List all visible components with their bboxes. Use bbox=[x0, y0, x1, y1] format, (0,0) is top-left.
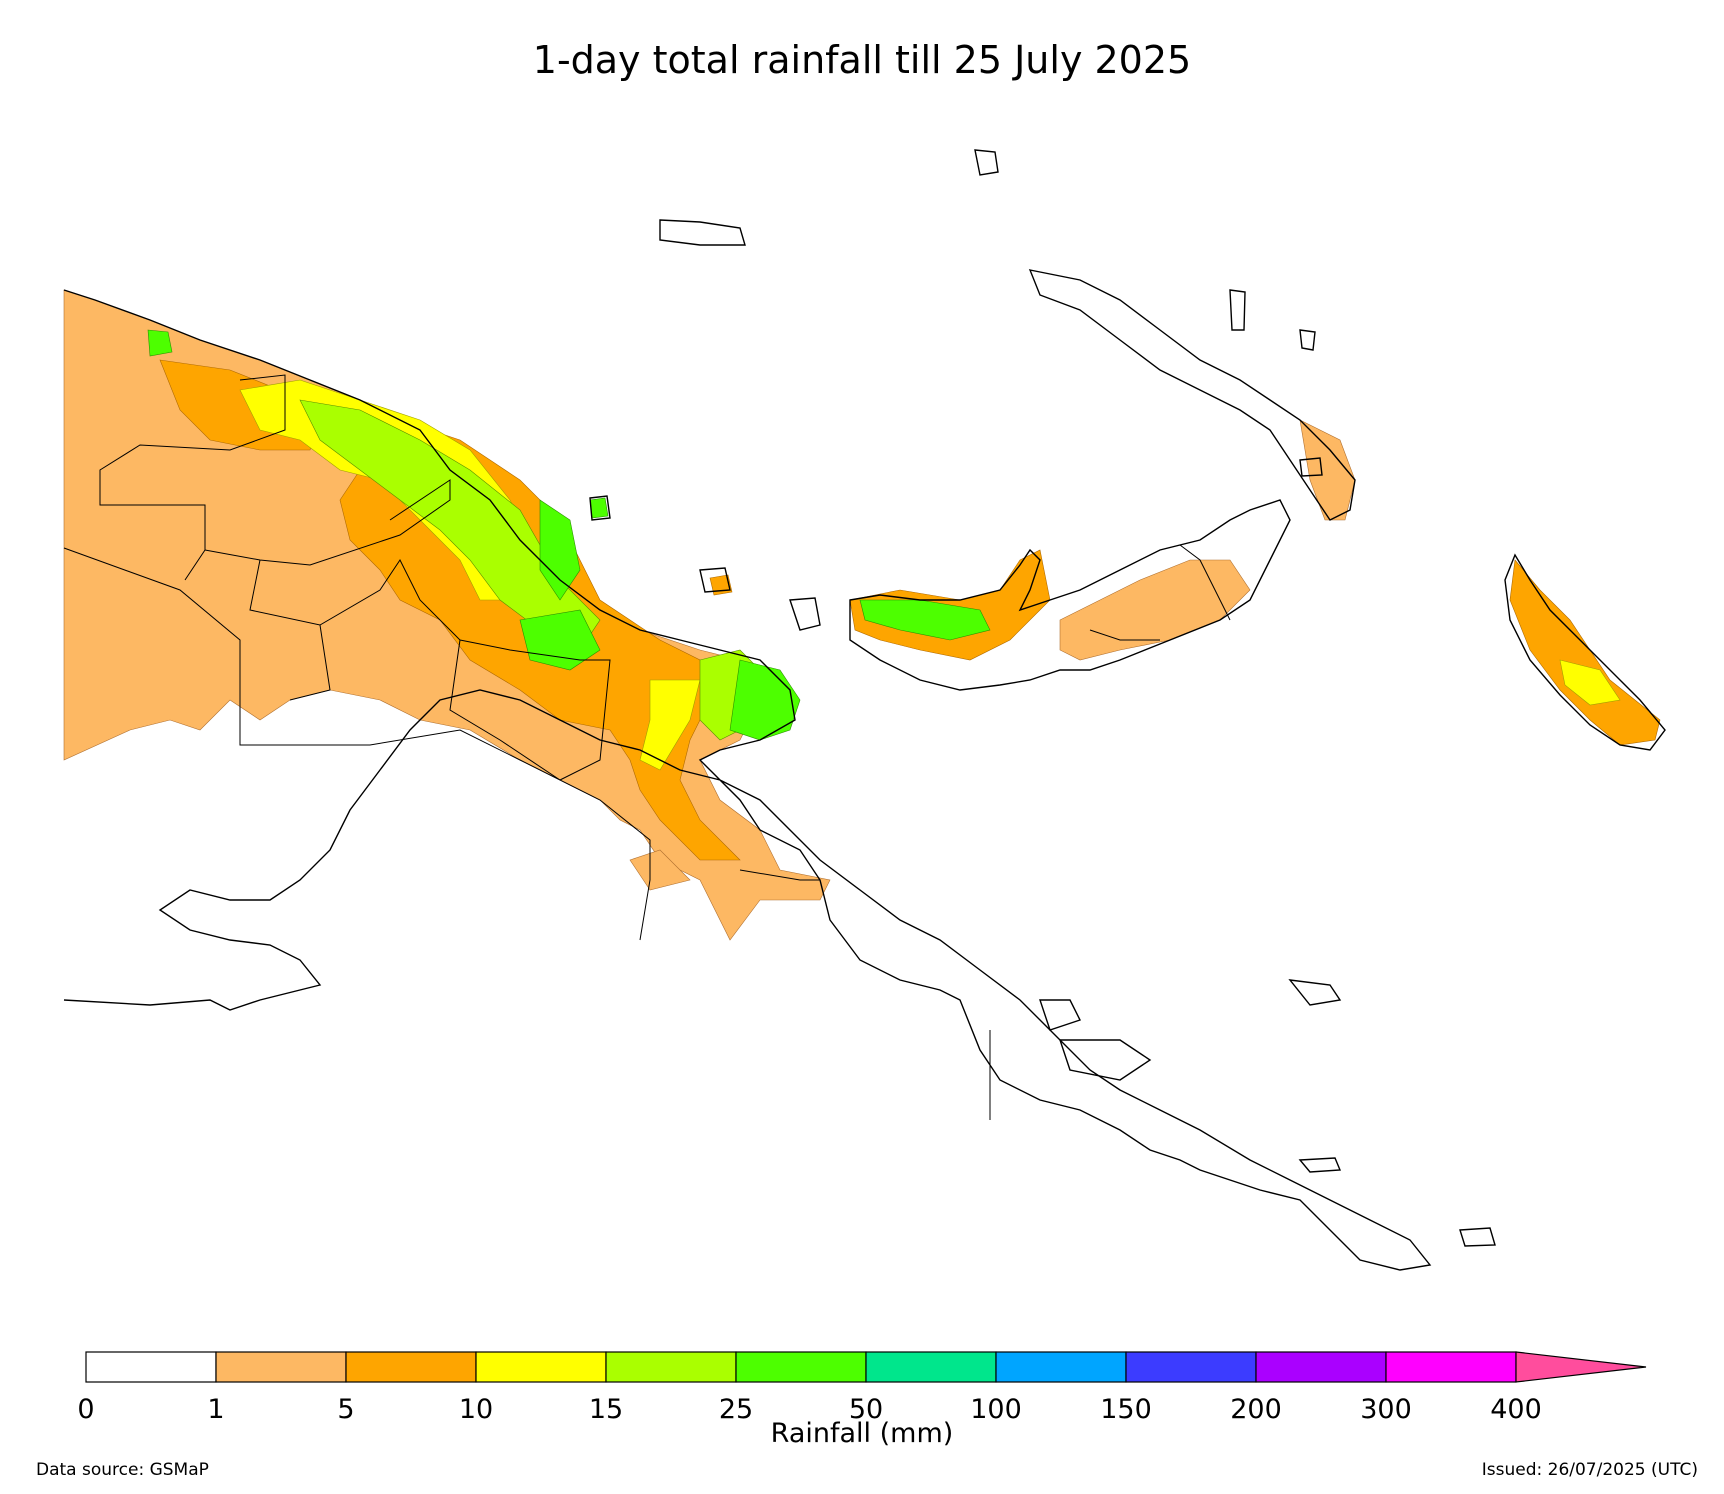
boundary-1 bbox=[99, 374, 286, 581]
coastline-new-hanover bbox=[974, 149, 999, 176]
coastline-island-10 bbox=[1229, 289, 1246, 331]
colorbar-tick-label: 5 bbox=[337, 1394, 354, 1425]
boundary-4 bbox=[249, 559, 561, 781]
coastline-new-britain bbox=[849, 499, 1291, 691]
boundary-2 bbox=[63, 547, 651, 941]
colorbar-segment bbox=[215, 1351, 347, 1383]
rain-area-new-britain-green bbox=[859, 599, 991, 641]
rain-area-new-britain-east bbox=[1059, 559, 1251, 661]
colorbar-tick-label: 150 bbox=[1100, 1394, 1152, 1425]
coastline-manus bbox=[659, 219, 746, 246]
province-boundaries bbox=[63, 374, 1231, 1120]
colorbar-segment bbox=[1125, 1351, 1257, 1383]
colorbar-tick-label: 10 bbox=[459, 1394, 493, 1425]
data-source-text: Data source: GSMaP bbox=[36, 1460, 209, 1480]
boundary-6 bbox=[289, 624, 331, 701]
coastline-mainland bbox=[63, 289, 1432, 1271]
colorbar-segment bbox=[1385, 1351, 1517, 1383]
colorbar-tick-label: 50 bbox=[849, 1394, 883, 1425]
coastline-island-3 bbox=[589, 495, 611, 521]
rain-area-new-ireland bbox=[1299, 419, 1356, 521]
colorbar-label: Rainfall (mm) bbox=[770, 1418, 954, 1449]
coastline-island-4 bbox=[1039, 999, 1081, 1031]
rainfall-shading bbox=[63, 289, 1661, 941]
rain-area-25-50mm bbox=[539, 499, 581, 601]
rain-area-bougainville-yellow bbox=[1559, 659, 1621, 706]
colorbar-tick-label: 0 bbox=[77, 1394, 94, 1425]
colorbar-tick-label: 15 bbox=[589, 1394, 623, 1425]
colorbar-segment bbox=[1255, 1351, 1387, 1383]
colorbar-ticks: 0 1 5 10 15 25 50 100 150 200 300 400 bbox=[77, 1394, 1541, 1425]
coastline-island-7 bbox=[1298, 1157, 1342, 1173]
colorbar-tick-label: 200 bbox=[1230, 1394, 1282, 1425]
colorbar-tick-label: 25 bbox=[719, 1394, 753, 1425]
coastline-island-2 bbox=[699, 567, 731, 593]
colorbar-tick-label: 400 bbox=[1490, 1394, 1542, 1425]
colorbar-segment bbox=[995, 1351, 1127, 1383]
boundary-7 bbox=[739, 869, 820, 881]
boundary-10 bbox=[1179, 544, 1231, 621]
colorbar-extend-arrow bbox=[1515, 1351, 1647, 1383]
coastline-island-11 bbox=[1299, 329, 1316, 351]
boundary-9 bbox=[1089, 629, 1160, 641]
coastline-island-6 bbox=[1288, 979, 1342, 1006]
issued-date-text: Issued: 26/07/2025 (UTC) bbox=[1481, 1460, 1698, 1480]
coastline-island-9 bbox=[1299, 457, 1323, 477]
colorbar-segments bbox=[85, 1351, 1647, 1383]
coastlines bbox=[63, 149, 1666, 1271]
colorbar-segment bbox=[345, 1351, 477, 1383]
rain-area-25-50mm-east bbox=[729, 659, 801, 741]
colorbar-tick-label: 1 bbox=[207, 1394, 224, 1425]
boundary-5 bbox=[459, 639, 611, 781]
colorbar-tick-label: 100 bbox=[970, 1394, 1022, 1425]
coastline-island-8 bbox=[1459, 1227, 1496, 1247]
colorbar-segment bbox=[735, 1351, 867, 1383]
colorbar-segment bbox=[85, 1351, 217, 1383]
map-title: 1-day total rainfall till 25 July 2025 bbox=[532, 38, 1192, 82]
colorbar-tick-label: 300 bbox=[1360, 1394, 1412, 1425]
coastline-island-1 bbox=[789, 597, 821, 631]
coastline-bougainville bbox=[1504, 553, 1666, 751]
coastline-new-ireland bbox=[1028, 269, 1356, 521]
coastline-island-5 bbox=[1059, 1039, 1152, 1081]
rain-area-25-50mm-nw bbox=[147, 329, 173, 357]
colorbar-segment bbox=[475, 1351, 607, 1383]
colorbar-segment bbox=[865, 1351, 997, 1383]
colorbar-segment bbox=[605, 1351, 737, 1383]
